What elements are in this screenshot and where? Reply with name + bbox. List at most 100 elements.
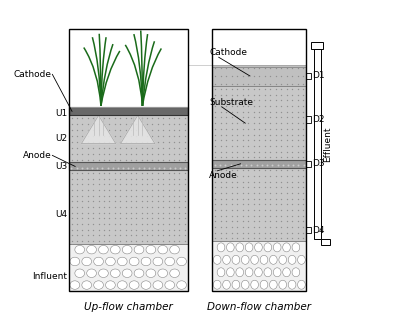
Ellipse shape — [273, 268, 281, 277]
Ellipse shape — [255, 268, 262, 277]
Text: D3: D3 — [312, 159, 325, 168]
Ellipse shape — [134, 269, 144, 278]
Bar — [69, 170, 188, 244]
Bar — [212, 66, 306, 86]
Bar — [306, 73, 311, 79]
Ellipse shape — [292, 243, 300, 252]
Ellipse shape — [226, 268, 234, 277]
Ellipse shape — [82, 257, 92, 266]
Ellipse shape — [129, 281, 139, 289]
Bar — [212, 86, 306, 160]
Bar — [311, 42, 323, 49]
Ellipse shape — [82, 281, 92, 289]
Ellipse shape — [255, 243, 262, 252]
Ellipse shape — [165, 257, 174, 266]
Ellipse shape — [273, 243, 281, 252]
Text: D4: D4 — [312, 226, 325, 235]
Text: D2: D2 — [312, 115, 325, 124]
Text: D1: D1 — [312, 72, 325, 80]
Ellipse shape — [260, 255, 268, 264]
Ellipse shape — [170, 269, 180, 278]
Ellipse shape — [232, 280, 240, 289]
Ellipse shape — [70, 281, 80, 289]
Ellipse shape — [245, 268, 253, 277]
Ellipse shape — [264, 243, 272, 252]
Text: Down-flow chamber: Down-flow chamber — [207, 302, 311, 312]
Ellipse shape — [141, 281, 151, 289]
Bar — [69, 115, 188, 163]
Text: U4: U4 — [55, 210, 67, 219]
Bar — [69, 29, 188, 107]
Ellipse shape — [213, 280, 221, 289]
Bar — [69, 163, 188, 170]
Ellipse shape — [226, 243, 234, 252]
Ellipse shape — [242, 280, 249, 289]
Bar — [212, 67, 306, 68]
Bar — [69, 244, 188, 291]
Ellipse shape — [75, 245, 84, 254]
Text: Anode: Anode — [209, 171, 238, 180]
Ellipse shape — [270, 255, 277, 264]
Ellipse shape — [283, 268, 290, 277]
Bar — [212, 241, 306, 291]
Ellipse shape — [94, 281, 104, 289]
Ellipse shape — [260, 280, 268, 289]
Ellipse shape — [165, 281, 174, 289]
Text: Substrate: Substrate — [209, 98, 253, 107]
Ellipse shape — [242, 255, 249, 264]
Text: U3: U3 — [55, 162, 67, 171]
Ellipse shape — [236, 268, 244, 277]
Ellipse shape — [70, 257, 80, 266]
Ellipse shape — [141, 257, 151, 266]
Bar — [306, 116, 311, 123]
Ellipse shape — [236, 243, 244, 252]
Ellipse shape — [146, 269, 156, 278]
Bar — [212, 168, 306, 241]
Ellipse shape — [110, 269, 120, 278]
Ellipse shape — [153, 257, 163, 266]
Ellipse shape — [106, 257, 115, 266]
Text: Effluent: Effluent — [323, 126, 332, 162]
Ellipse shape — [98, 245, 108, 254]
Bar — [69, 29, 188, 107]
Polygon shape — [82, 115, 116, 144]
Text: Influent: Influent — [32, 272, 67, 281]
Text: Anode: Anode — [23, 151, 52, 160]
Bar — [212, 29, 306, 66]
Ellipse shape — [129, 257, 139, 266]
Text: U2: U2 — [55, 135, 67, 143]
Ellipse shape — [153, 281, 163, 289]
Text: U1: U1 — [55, 109, 67, 118]
Ellipse shape — [75, 269, 84, 278]
Bar — [69, 29, 188, 291]
Ellipse shape — [170, 245, 180, 254]
Ellipse shape — [251, 255, 258, 264]
Text: Cathode: Cathode — [209, 48, 247, 57]
Ellipse shape — [217, 268, 225, 277]
Ellipse shape — [292, 268, 300, 277]
Bar — [321, 239, 330, 245]
Ellipse shape — [279, 255, 286, 264]
Ellipse shape — [158, 245, 168, 254]
Text: Cathode: Cathode — [14, 70, 52, 79]
Ellipse shape — [158, 269, 168, 278]
Bar — [212, 160, 306, 168]
Ellipse shape — [279, 280, 286, 289]
Ellipse shape — [94, 257, 104, 266]
Ellipse shape — [245, 243, 253, 252]
Ellipse shape — [118, 281, 127, 289]
Ellipse shape — [134, 245, 144, 254]
Ellipse shape — [87, 269, 96, 278]
Bar — [188, 29, 212, 291]
Ellipse shape — [251, 280, 258, 289]
Ellipse shape — [223, 280, 230, 289]
Ellipse shape — [177, 281, 186, 289]
Ellipse shape — [264, 268, 272, 277]
Ellipse shape — [223, 255, 230, 264]
Polygon shape — [120, 115, 155, 144]
Ellipse shape — [232, 255, 240, 264]
Ellipse shape — [298, 280, 305, 289]
Ellipse shape — [146, 245, 156, 254]
Ellipse shape — [283, 243, 290, 252]
Bar — [212, 29, 306, 291]
